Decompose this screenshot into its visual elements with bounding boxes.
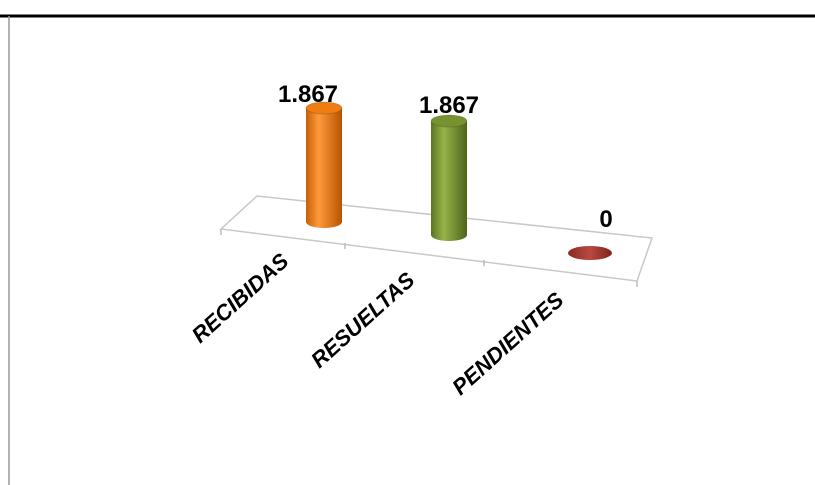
bar-body xyxy=(431,121,467,241)
value-label-recibidas: 1.867 xyxy=(278,81,338,108)
value-labels-group: 1.867 1.867 0 xyxy=(278,81,613,233)
category-labels-group: RECIBIDAS RESUELTAS PENDIENTES xyxy=(187,248,569,400)
category-label-recibidas: RECIBIDAS xyxy=(187,248,294,348)
bar-top xyxy=(305,101,343,115)
bar-base xyxy=(568,246,612,260)
bar-pendientes xyxy=(568,246,612,260)
bar-top xyxy=(430,114,468,128)
bars-group xyxy=(305,101,612,260)
category-label-resueltas: RESUELTAS xyxy=(306,267,420,373)
bar-recibidas xyxy=(305,101,343,228)
bar-resueltas xyxy=(430,114,468,241)
value-label-pendientes: 0 xyxy=(599,206,612,233)
bar-body xyxy=(306,108,342,228)
value-label-resueltas: 1.867 xyxy=(419,92,479,119)
floor-ticks xyxy=(220,229,638,287)
category-label-pendientes: PENDIENTES xyxy=(447,287,568,400)
